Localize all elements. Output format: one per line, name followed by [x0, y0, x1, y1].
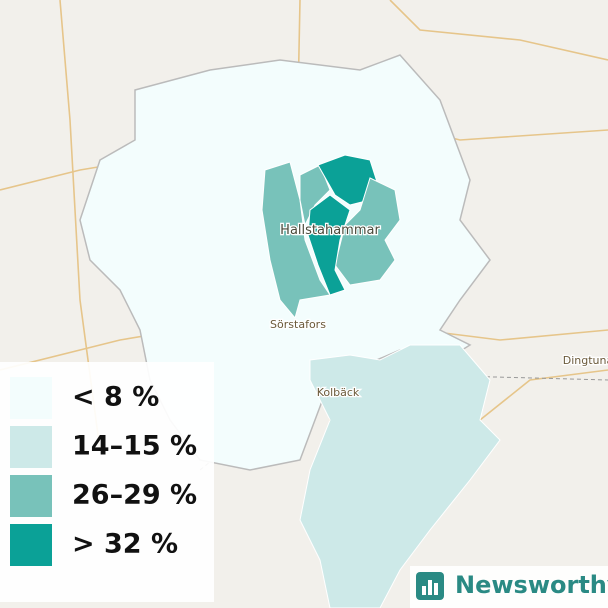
legend-swatch [10, 426, 52, 468]
legend-swatch [10, 377, 52, 419]
districts [261, 154, 401, 320]
legend-label: 26–29 % [72, 480, 197, 511]
legend-swatch [10, 524, 52, 566]
legend-label: < 8 % [72, 382, 159, 413]
legend: < 8 % 14–15 % 26–29 % > 32 % [10, 377, 197, 566]
brand: Newsworthy [455, 571, 608, 599]
brand-logo [416, 572, 444, 600]
district-light [299, 344, 501, 608]
place-label: Hallstahammar [280, 223, 380, 238]
legend-swatch [10, 475, 52, 517]
place-label: Kolbäck [317, 386, 360, 399]
place-label: Dingtuna [563, 354, 608, 367]
place-label: Sörstafors [270, 318, 326, 331]
legend-label: > 32 % [72, 529, 178, 560]
legend-label: 14–15 % [72, 431, 197, 462]
places: Hallstahammar Sörstafors Kolbäck Dingtun… [269, 222, 608, 401]
